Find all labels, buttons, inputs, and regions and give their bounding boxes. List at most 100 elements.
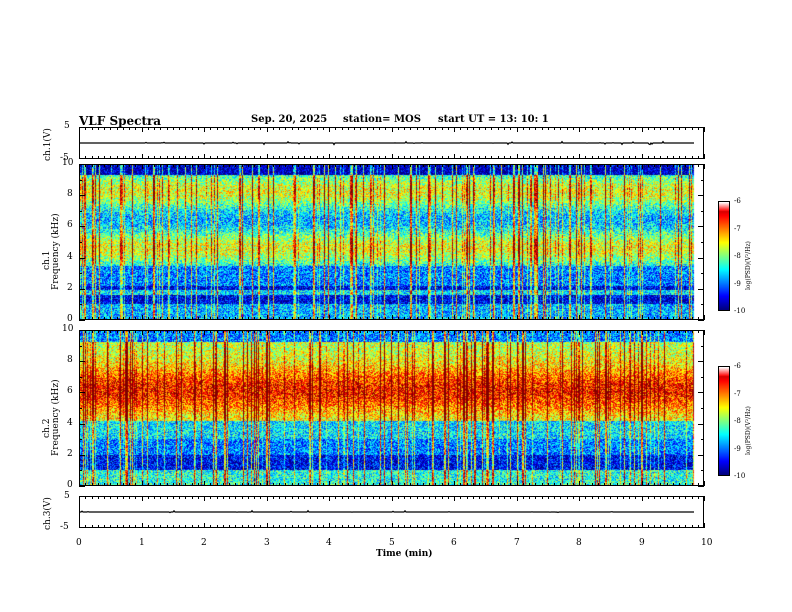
x-tick-mark xyxy=(392,154,393,159)
chart-title: VLF Spectra xyxy=(79,114,161,128)
x-minor-tick xyxy=(210,164,211,167)
x-minor-tick xyxy=(210,127,211,130)
x-minor-tick xyxy=(304,317,305,320)
x-minor-tick xyxy=(304,164,305,167)
x-minor-tick xyxy=(554,525,555,528)
x-minor-tick xyxy=(348,164,349,167)
ch2-frequency-ylabel: Frequency (kHz) xyxy=(51,379,61,456)
x-minor-tick xyxy=(460,317,461,320)
x-minor-tick xyxy=(654,127,655,130)
x-minor-tick xyxy=(360,156,361,159)
x-minor-tick xyxy=(610,156,611,159)
x-minor-tick xyxy=(398,156,399,159)
x-tick-mark xyxy=(579,330,580,335)
x-minor-tick xyxy=(504,317,505,320)
x-minor-tick xyxy=(567,483,568,486)
x-minor-tick xyxy=(217,156,218,159)
x-minor-tick xyxy=(629,483,630,486)
x-minor-tick xyxy=(660,483,661,486)
x-minor-tick xyxy=(523,156,524,159)
x-minor-tick xyxy=(379,330,380,333)
x-minor-tick xyxy=(317,330,318,333)
x-minor-tick xyxy=(154,483,155,486)
x-minor-tick xyxy=(529,483,530,486)
x-minor-tick xyxy=(217,483,218,486)
x-minor-tick xyxy=(273,330,274,333)
x-minor-tick xyxy=(229,317,230,320)
x-minor-tick xyxy=(85,483,86,486)
x-tick-mark xyxy=(704,154,705,159)
x-minor-tick xyxy=(104,317,105,320)
x-minor-tick xyxy=(123,496,124,499)
x-tick-mark xyxy=(204,127,205,132)
y-tick-label: 6 xyxy=(67,386,73,396)
x-minor-tick xyxy=(654,156,655,159)
y-tick-label: 2 xyxy=(67,449,73,459)
x-minor-tick xyxy=(610,317,611,320)
x-minor-tick xyxy=(117,496,118,499)
x-minor-tick xyxy=(129,483,130,486)
x-minor-tick xyxy=(648,496,649,499)
x-minor-tick xyxy=(260,496,261,499)
x-minor-tick xyxy=(448,156,449,159)
x-minor-tick xyxy=(692,496,693,499)
x-minor-tick xyxy=(692,127,693,130)
x-minor-tick xyxy=(242,127,243,130)
x-minor-tick xyxy=(92,330,93,333)
x-tick-mark xyxy=(704,496,705,501)
x-minor-tick xyxy=(117,317,118,320)
x-minor-tick xyxy=(179,317,180,320)
x-minor-tick xyxy=(442,496,443,499)
x-minor-tick xyxy=(429,496,430,499)
x-tick-mark xyxy=(392,481,393,486)
x-minor-tick xyxy=(410,317,411,320)
y-minor-tick xyxy=(79,439,82,440)
x-minor-tick xyxy=(385,156,386,159)
x-minor-tick xyxy=(385,330,386,333)
x-minor-tick xyxy=(310,164,311,167)
x-tick-mark xyxy=(267,496,268,501)
x-minor-tick xyxy=(567,127,568,130)
x-minor-tick xyxy=(617,496,618,499)
x-minor-tick xyxy=(398,496,399,499)
x-minor-tick xyxy=(604,164,605,167)
colorbar-tick-label: -8 xyxy=(734,417,741,425)
y-tick-label: 8 xyxy=(67,355,73,365)
x-minor-tick xyxy=(679,317,680,320)
ch2-colorbar-label: log(PSD)(V²/Hz) xyxy=(745,406,752,455)
x-tick-mark xyxy=(329,523,330,528)
x-minor-tick xyxy=(317,156,318,159)
x-minor-tick xyxy=(323,483,324,486)
x-minor-tick xyxy=(373,164,374,167)
x-minor-tick xyxy=(260,330,261,333)
x-minor-tick xyxy=(385,496,386,499)
x-minor-tick xyxy=(435,483,436,486)
x-minor-tick xyxy=(160,525,161,528)
ch2-colorbar xyxy=(718,366,730,476)
x-tick-mark xyxy=(329,496,330,501)
x-minor-tick xyxy=(510,496,511,499)
x-minor-tick xyxy=(542,525,543,528)
x-minor-tick xyxy=(585,330,586,333)
y-minor-tick xyxy=(701,346,704,347)
x-minor-tick xyxy=(692,164,693,167)
x-minor-tick xyxy=(117,330,118,333)
x-minor-tick xyxy=(598,525,599,528)
x-minor-tick xyxy=(348,483,349,486)
x-minor-tick xyxy=(417,330,418,333)
station-label: station= MOS xyxy=(343,114,421,125)
x-tick-mark xyxy=(579,523,580,528)
x-minor-tick xyxy=(560,156,561,159)
x-tick-mark xyxy=(392,496,393,501)
x-minor-tick xyxy=(342,317,343,320)
x-minor-tick xyxy=(104,496,105,499)
x-minor-tick xyxy=(498,483,499,486)
x-tick-mark xyxy=(267,481,268,486)
x-minor-tick xyxy=(554,330,555,333)
date-label: Sep. 20, 2025 xyxy=(251,114,327,125)
y-tick-mark xyxy=(698,486,704,487)
x-minor-tick xyxy=(304,156,305,159)
x-minor-tick xyxy=(623,127,624,130)
y-tick-mark xyxy=(698,424,704,425)
x-minor-tick xyxy=(192,164,193,167)
